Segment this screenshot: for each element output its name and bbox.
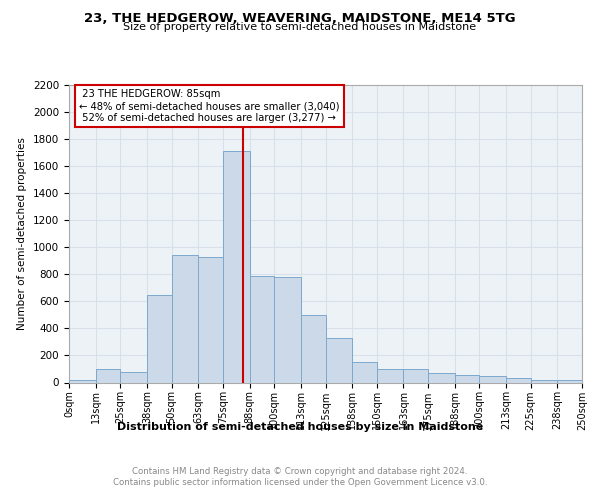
Bar <box>250 276 274 382</box>
Bar <box>506 378 531 382</box>
Bar <box>479 376 506 382</box>
Bar <box>428 373 455 382</box>
Bar <box>198 256 223 382</box>
Bar <box>325 338 352 382</box>
Text: Size of property relative to semi-detached houses in Maidstone: Size of property relative to semi-detach… <box>124 22 476 32</box>
Bar <box>121 372 147 382</box>
Bar <box>301 315 325 382</box>
Y-axis label: Number of semi-detached properties: Number of semi-detached properties <box>17 138 28 330</box>
Bar <box>557 380 582 382</box>
Bar <box>69 380 95 382</box>
Text: 23, THE HEDGEROW, WEAVERING, MAIDSTONE, ME14 5TG: 23, THE HEDGEROW, WEAVERING, MAIDSTONE, … <box>84 12 516 26</box>
Text: Distribution of semi-detached houses by size in Maidstone: Distribution of semi-detached houses by … <box>117 422 483 432</box>
Bar <box>377 369 403 382</box>
Bar <box>95 369 121 382</box>
Bar <box>455 375 479 382</box>
Bar <box>172 256 198 382</box>
Bar <box>403 369 428 382</box>
Bar <box>274 277 301 382</box>
Bar <box>352 362 377 382</box>
Text: 23 THE HEDGEROW: 85sqm
← 48% of semi-detached houses are smaller (3,040)
 52% of: 23 THE HEDGEROW: 85sqm ← 48% of semi-det… <box>79 90 340 122</box>
Bar <box>531 380 557 382</box>
Text: Contains HM Land Registry data © Crown copyright and database right 2024.
Contai: Contains HM Land Registry data © Crown c… <box>113 468 487 487</box>
Bar <box>147 294 172 382</box>
Bar <box>223 152 250 382</box>
